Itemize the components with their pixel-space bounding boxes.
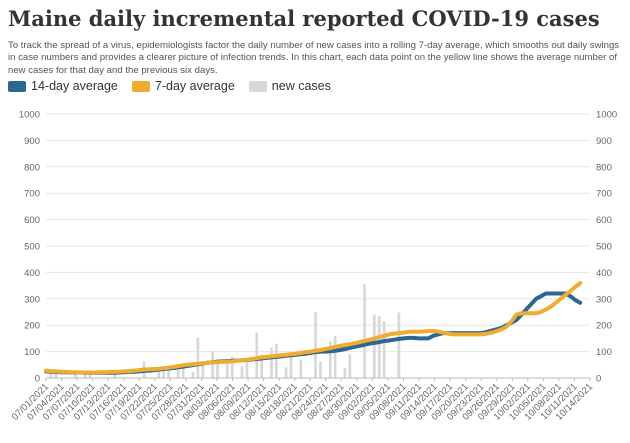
line-7-day-average [44, 281, 583, 375]
bar-new-cases [225, 361, 229, 378]
bar-new-cases [157, 371, 161, 378]
legend-item-14-day[interactable]: 14-day average [8, 79, 118, 93]
y-tick-label: 100 [24, 347, 40, 358]
bar-new-cases [397, 312, 401, 378]
line-14-day-average [44, 291, 583, 375]
bar-new-cases [201, 362, 205, 378]
bar-new-cases [274, 343, 278, 378]
chart-legend: 14-day average 7-day average new cases [8, 78, 345, 94]
bar-new-cases [270, 347, 273, 378]
y-tick-label-right: 0 [596, 374, 601, 385]
legend-swatch-7-day [131, 80, 150, 92]
legend-label-14-day: 14-day average [31, 79, 118, 93]
y-tick-label-right: 600 [596, 215, 612, 226]
bar-new-cases [88, 374, 92, 378]
y-tick-label-right: 100 [596, 347, 612, 358]
bar-new-cases [49, 370, 53, 378]
bar-new-cases [113, 371, 116, 378]
bar-new-cases [333, 336, 337, 378]
bar-new-cases [167, 368, 170, 378]
bar-new-cases [314, 312, 317, 378]
y-tick-label-right: 300 [596, 294, 612, 305]
bar-new-cases [83, 372, 87, 378]
bar-new-cases [181, 367, 185, 378]
bar-new-cases [74, 373, 77, 378]
bar-new-cases [373, 314, 376, 378]
y-tick-label-right: 1000 [596, 110, 617, 121]
y-tick-label: 700 [24, 189, 40, 200]
y-tick-label-right: 800 [596, 162, 612, 173]
bar-new-cases [343, 367, 347, 378]
y-tick-label: 800 [24, 162, 40, 173]
y-tick-label-right: 900 [596, 136, 612, 147]
bar-new-cases [245, 359, 249, 378]
y-tick-label: 500 [24, 242, 40, 253]
bar-new-cases [196, 337, 200, 378]
y-tick-label: 200 [24, 321, 40, 332]
bar-new-cases [260, 354, 263, 378]
bar-new-cases [348, 354, 352, 378]
legend-item-7-day[interactable]: 7-day average [131, 79, 235, 93]
y-tick-label-right: 500 [596, 242, 612, 253]
bar-new-cases [377, 315, 381, 378]
bar-new-cases [162, 366, 165, 378]
bar-new-cases [230, 356, 234, 378]
bar-new-cases [240, 366, 244, 378]
bar-new-cases [284, 367, 288, 378]
bar-new-cases [255, 332, 259, 378]
y-tick-label: 0 [35, 374, 40, 385]
y-tick-label: 900 [24, 136, 40, 147]
bar-new-cases [176, 370, 180, 378]
bar-new-cases [382, 321, 386, 378]
bar-new-cases [328, 341, 332, 378]
bar-new-cases [319, 361, 322, 378]
y-tick-label: 400 [24, 268, 40, 279]
y-tick-label-right: 700 [596, 189, 612, 200]
bar-new-cases [363, 284, 366, 378]
y-tick-label-right: 200 [596, 321, 612, 332]
legend-label-7-day: 7-day average [154, 79, 235, 93]
y-tick-label: 600 [24, 215, 40, 226]
legend-item-new-cases[interactable]: new cases [248, 79, 331, 93]
chart-subtitle: To track the spread of a virus, epidemio… [8, 40, 620, 76]
bar-new-cases [54, 372, 58, 378]
bar-new-cases [216, 363, 219, 378]
legend-swatch-new-cases [248, 80, 267, 92]
bar-new-cases [191, 372, 195, 378]
y-tick-label-right: 400 [596, 268, 612, 279]
bar-new-cases [289, 354, 293, 378]
y-tick-label: 1000 [19, 110, 40, 121]
legend-swatch-14-day [8, 80, 26, 92]
bar-new-cases [211, 351, 214, 378]
bar-new-cases [299, 359, 303, 378]
y-tick-label: 300 [24, 294, 40, 305]
chart-title: Maine daily incremental reported COVID-1… [8, 6, 600, 31]
legend-label-new-cases: new cases [271, 79, 331, 93]
